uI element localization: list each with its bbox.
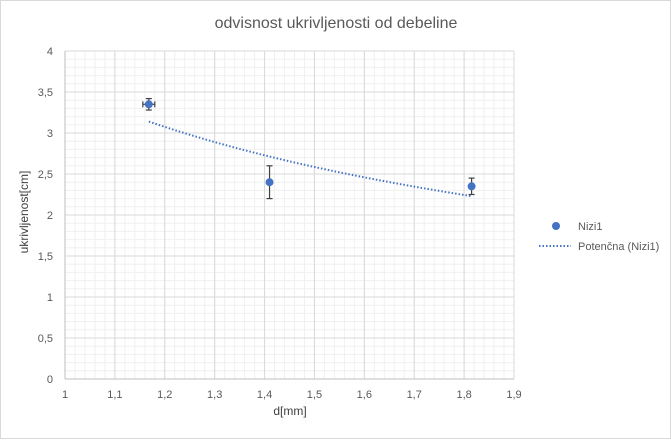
x-tick-label: 1,7 [407,389,422,401]
trendline [148,120,472,198]
y-tick-label: 3 [47,128,53,140]
data-point [467,182,476,191]
x-tick-label: 1,6 [357,389,372,401]
labels: odvisnost ukrivljenosti od debeline d[mm… [17,15,458,418]
x-tick-label: 1,1 [107,389,122,401]
y-tick-label: 0 [47,374,53,386]
y-tick-label: 0,5 [38,333,53,345]
trendline-layer [148,120,472,198]
grid [64,50,515,380]
y-tick-label: 2 [47,210,53,222]
data-layer [142,97,476,200]
x-tick-label: 1,2 [157,389,172,401]
y-tick-label: 3,5 [38,87,53,99]
axes: 1 1,1 1,2 1,3 1,4 1,5 1,6 1,7 1,8 1,9 0 0,5 1 1,5 2 2,5… [38,46,522,401]
x-tick-label: 1,9 [506,389,521,401]
x-tick-label: 1,8 [456,389,471,401]
y-tick-label: 1 [47,292,53,304]
x-axis-label: d[mm] [273,404,306,418]
data-point [144,100,153,109]
x-tick-label: 1,3 [207,389,222,401]
legend-label-trendline: Potenčna (Nizi1) [578,241,659,253]
data-point [265,178,274,187]
legend-marker-nizi1 [552,222,560,230]
y-tick-label: 1,5 [38,251,53,263]
y-tick-label: 4 [47,46,53,58]
legend-label-nizi1: Nizi1 [578,221,602,233]
chart-title: odvisnost ukrivljenosti od debeline [215,15,458,32]
y-tick-label: 2,5 [38,169,53,181]
y-axis-label: ukrivljenost[cm] [17,171,31,254]
x-tick-label: 1 [62,389,68,401]
legend: Nizi1 Potenčna (Nizi1) [539,221,659,253]
x-tick-label: 1,5 [307,389,322,401]
x-tick-label: 1,4 [257,389,272,401]
